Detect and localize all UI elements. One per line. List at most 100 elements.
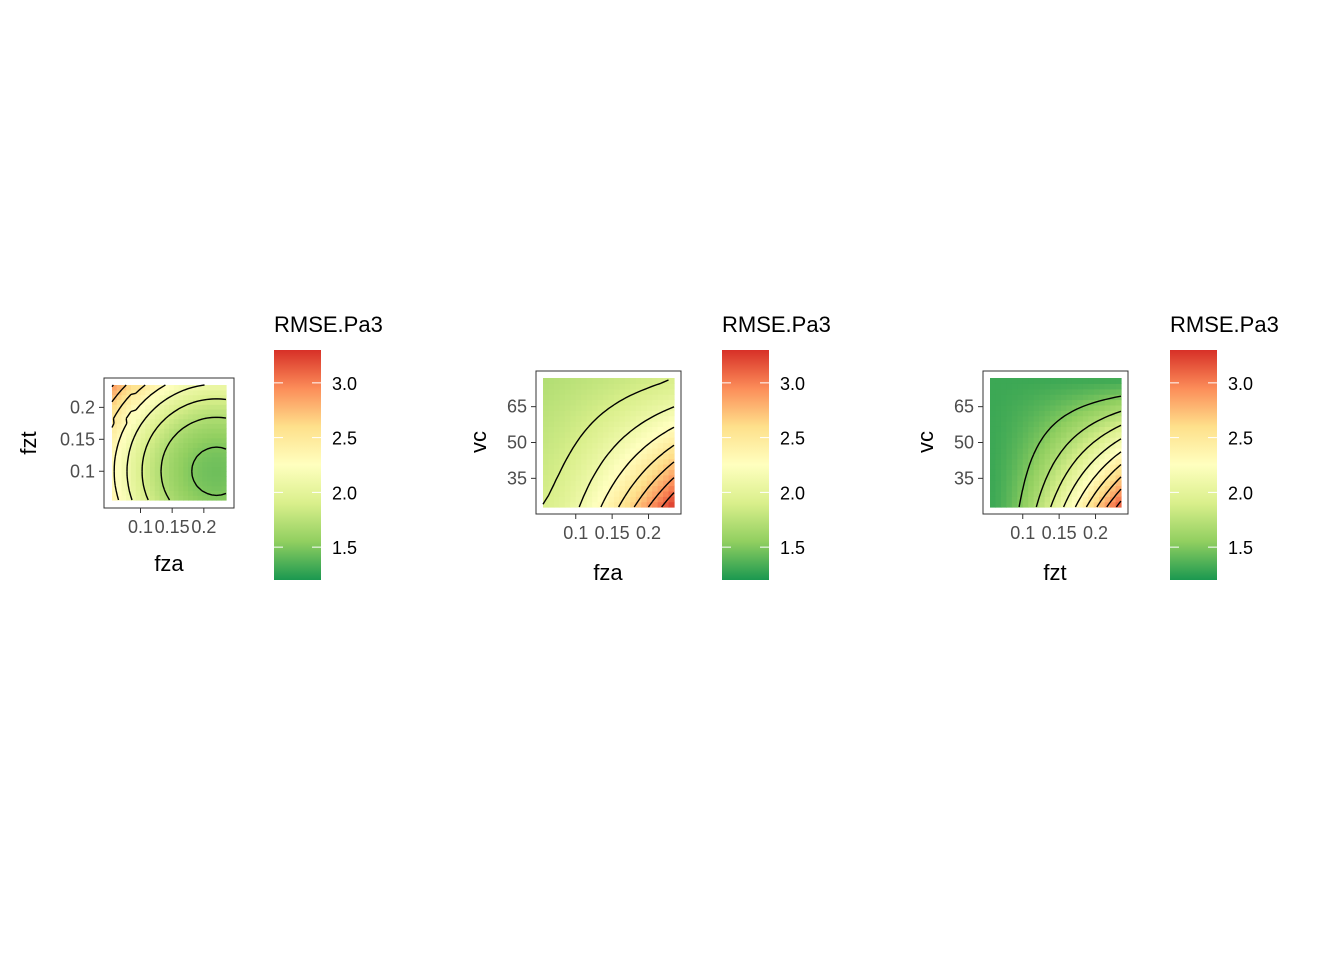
- heatmap-cell: [1088, 469, 1095, 476]
- heatmap-cell: [603, 496, 610, 503]
- heatmap-cell: [630, 485, 637, 492]
- heatmap-cell: [116, 442, 123, 448]
- heatmap-cell: [1093, 383, 1100, 390]
- heatmap-cell: [543, 421, 550, 427]
- heatmap-cell: [570, 399, 577, 406]
- heatmap-cell: [183, 432, 189, 439]
- heatmap-cell: [216, 490, 222, 496]
- heatmap-cell: [1060, 485, 1068, 492]
- heatmap-cell: [1039, 501, 1046, 508]
- heatmap-cell: [548, 431, 555, 438]
- heatmap-cell: [630, 501, 637, 508]
- heatmap-cell: [613, 458, 621, 465]
- heatmap-cell: [207, 432, 213, 439]
- heatmap-cell: [1110, 437, 1117, 444]
- heatmap-cell: [211, 399, 218, 405]
- heatmap-cell: [559, 410, 566, 417]
- heatmap-cell: [192, 413, 199, 420]
- heatmap-cell: [164, 461, 170, 468]
- heatmap-cell: [183, 413, 189, 420]
- heatmap-cell: [216, 437, 222, 444]
- heatmap-cell: [183, 385, 189, 391]
- heatmap-cell: [112, 442, 118, 448]
- heatmap-cell: [592, 404, 599, 411]
- heatmap-cell: [1110, 458, 1117, 465]
- heatmap-cell: [1055, 383, 1062, 390]
- heatmap-cell: [657, 490, 664, 497]
- heatmap-cell: [112, 437, 118, 444]
- heatmap-cell: [159, 485, 165, 492]
- heatmap-cell: [1088, 378, 1095, 384]
- heatmap-cell: [131, 394, 137, 400]
- heatmap-cell: [624, 485, 631, 492]
- heatmap-cell: [1022, 447, 1029, 454]
- heatmap-cell: [135, 408, 142, 415]
- heatmap-cell: [613, 496, 621, 503]
- heatmap-cell: [145, 461, 151, 468]
- heatmap-cell: [1071, 437, 1078, 444]
- heatmap-cell: [592, 458, 599, 465]
- heatmap-cell: [1104, 426, 1111, 433]
- heatmap-cell: [1082, 453, 1089, 460]
- heatmap-cell: [548, 469, 555, 476]
- heatmap-cell: [608, 394, 615, 401]
- y-axis-label: vc: [466, 431, 491, 453]
- heatmap-cell: [646, 394, 653, 401]
- heatmap-cell: [624, 410, 631, 417]
- heatmap-cell: [635, 378, 642, 384]
- heatmap-cell: [1060, 442, 1068, 449]
- heatmap-cell: [121, 466, 127, 472]
- heatmap-cell: [178, 423, 184, 429]
- heatmap-cell: [1011, 404, 1018, 411]
- heatmap-cell: [121, 394, 127, 400]
- heatmap-cell: [1082, 458, 1089, 465]
- heatmap-cell: [164, 476, 170, 482]
- heatmap-cell: [1066, 458, 1073, 465]
- heatmap-cell: [159, 404, 165, 410]
- heatmap-cell: [173, 389, 180, 396]
- heatmap-cell: [657, 480, 664, 487]
- heatmap-cell: [1060, 496, 1068, 503]
- heatmap-cell: [192, 461, 199, 468]
- heatmap-cell: [553, 490, 560, 497]
- heatmap-cell: [1039, 464, 1046, 470]
- heatmap-cell: [192, 442, 199, 448]
- heatmap-cell: [1006, 469, 1013, 476]
- heatmap-cell: [135, 399, 142, 405]
- heatmap-cell: [116, 452, 123, 458]
- heatmap-cell: [1104, 458, 1111, 465]
- heatmap-cell: [657, 426, 664, 433]
- heatmap-cell: [211, 447, 218, 453]
- heatmap-cell: [663, 394, 670, 401]
- x-tick-label: 0.15: [155, 517, 190, 537]
- heatmap-cell: [131, 461, 137, 468]
- heatmap-cell: [592, 426, 599, 433]
- heatmap-cell: [1039, 469, 1046, 476]
- heatmap-cell: [121, 480, 127, 487]
- heatmap-cell: [624, 480, 631, 487]
- heatmap-cell: [603, 480, 610, 487]
- heatmap-cell: [641, 501, 648, 508]
- heatmap-cell: [1022, 480, 1029, 487]
- heatmap-cell: [1033, 480, 1040, 487]
- heatmap-cell: [990, 490, 997, 497]
- heatmap-cell: [188, 452, 194, 458]
- heatmap-cell: [140, 490, 146, 496]
- heatmap-cell: [1044, 399, 1051, 406]
- heatmap-cell: [1055, 415, 1062, 422]
- heatmap-cell: [216, 413, 222, 420]
- heatmap-cell: [221, 490, 227, 496]
- legend-tick-label: 3.0: [1228, 374, 1253, 394]
- heatmap-cell: [1033, 485, 1040, 492]
- heatmap-cell: [1011, 464, 1018, 470]
- heatmap-cell: [592, 480, 599, 487]
- heatmap-cell: [1044, 415, 1051, 422]
- heatmap-cell: [548, 378, 555, 384]
- heatmap-cell: [1093, 480, 1100, 487]
- heatmap-cell: [1039, 415, 1046, 422]
- heatmap-cell: [1093, 474, 1100, 481]
- heatmap-cell: [211, 408, 218, 415]
- heatmap-cell: [603, 485, 610, 492]
- y-tick-label: 50: [954, 433, 974, 453]
